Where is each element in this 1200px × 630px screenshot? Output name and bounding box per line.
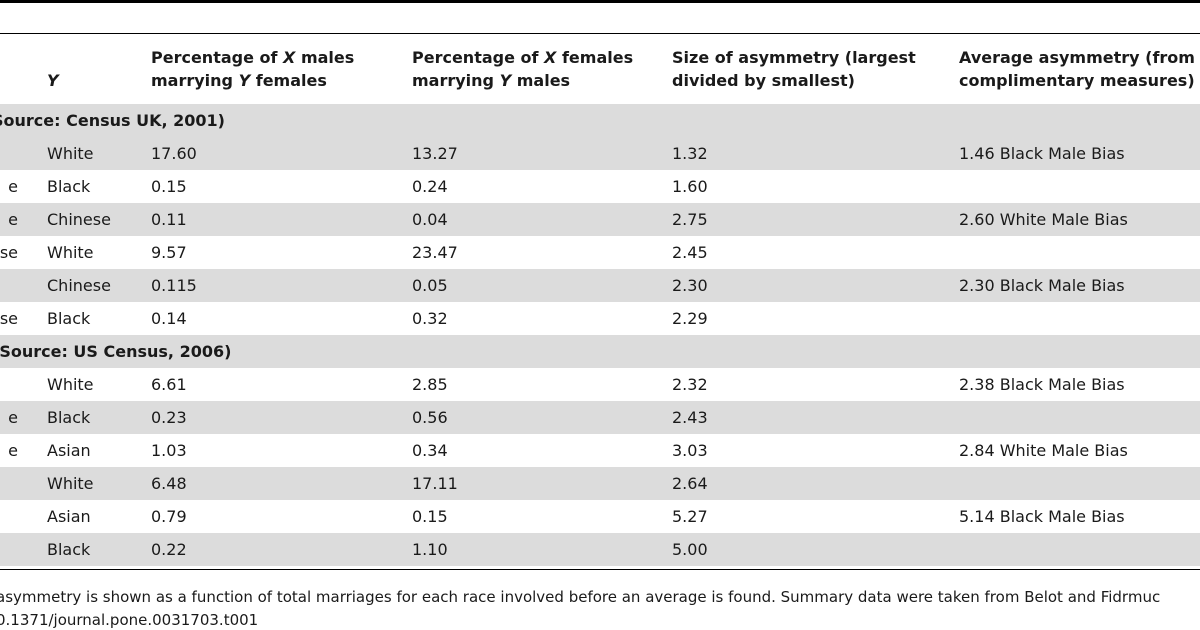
cell-average-asymmetry: 1.46 Black Male Bias xyxy=(959,144,1125,163)
cell-pct-males: 9.57 xyxy=(151,243,187,262)
header-y: Y xyxy=(47,71,59,90)
cell-average-asymmetry: 2.84 White Male Bias xyxy=(959,441,1128,460)
header-col4-line2: complimentary measures) xyxy=(959,71,1195,90)
cell-pct-males: 0.115 xyxy=(151,276,197,295)
cell-average-asymmetry: 2.60 White Male Bias xyxy=(959,210,1128,229)
cell-y: Black xyxy=(47,408,91,427)
cell-pct-females: 0.34 xyxy=(412,441,448,460)
table-header: Y Percentage of X males marrying Y femal… xyxy=(0,46,1200,101)
cell-y: Chinese xyxy=(47,210,111,229)
cell-asymmetry-size: 2.32 xyxy=(672,375,708,394)
cell-y: Black xyxy=(47,177,91,196)
table-row: Chinese 0.115 0.05 2.30 2.30 Black Male Bias xyxy=(0,269,1200,302)
cell-pct-males: 1.03 xyxy=(151,441,187,460)
cell-pct-females: 17.11 xyxy=(412,474,458,493)
cell-pct-males: 6.48 xyxy=(151,474,187,493)
header-col3-line1: Size of asymmetry (largest xyxy=(672,48,916,67)
cell-pct-females: 0.05 xyxy=(412,276,448,295)
cell-pct-females: 1.10 xyxy=(412,540,448,559)
cell-pct-females: 2.85 xyxy=(412,375,448,394)
footnote-text: asymmetry is shown as a function of tota… xyxy=(0,588,1161,606)
cell-asymmetry-size: 2.64 xyxy=(672,474,708,493)
cell-y: Asian xyxy=(47,507,91,526)
header-col2-line2: marrying Y males xyxy=(412,71,571,90)
cell-y: White xyxy=(47,144,94,163)
table-row: se Black 0.14 0.32 2.29 xyxy=(0,302,1200,335)
cell-asymmetry-size: 2.43 xyxy=(672,408,708,427)
cell-asymmetry-size: 5.27 xyxy=(672,507,708,526)
header-col2: Percentage of X females marrying Y males xyxy=(412,46,633,92)
cell-pct-males: 0.11 xyxy=(151,210,187,229)
cell-x: e xyxy=(8,177,18,196)
cell-asymmetry-size: 5.00 xyxy=(672,540,708,559)
cell-y: White xyxy=(47,474,94,493)
cell-pct-females: 0.56 xyxy=(412,408,448,427)
cell-pct-males: 0.14 xyxy=(151,309,187,328)
cell-pct-females: 0.32 xyxy=(412,309,448,328)
cell-pct-males: 6.61 xyxy=(151,375,187,394)
table-row: e Asian 1.03 0.34 3.03 2.84 White Male Bias xyxy=(0,434,1200,467)
table-row: se White 9.57 23.47 2.45 xyxy=(0,236,1200,269)
table-row: e Chinese 0.11 0.04 2.75 2.60 White Male Bias xyxy=(0,203,1200,236)
section-row: Source: Census UK, 2001) xyxy=(0,104,1200,137)
header-col3: Size of asymmetry (largest divided by sm… xyxy=(672,46,916,92)
cell-average-asymmetry: 5.14 Black Male Bias xyxy=(959,507,1125,526)
cell-asymmetry-size: 1.60 xyxy=(672,177,708,196)
table-row: Asian 0.79 0.15 5.27 5.14 Black Male Bias xyxy=(0,500,1200,533)
header-col1-line1: Percentage of X males xyxy=(151,48,355,67)
footnote-doi-link[interactable]: 0.1371/journal.pone.0031703.t001 xyxy=(0,611,259,629)
cell-average-asymmetry: 2.30 Black Male Bias xyxy=(959,276,1125,295)
table-row: e Black 0.23 0.56 2.43 xyxy=(0,401,1200,434)
section-title: (Source: US Census, 2006) xyxy=(0,342,232,361)
cell-y: White xyxy=(47,243,94,262)
cell-y: Asian xyxy=(47,441,91,460)
cell-x: e xyxy=(8,441,18,460)
cell-pct-males: 0.79 xyxy=(151,507,187,526)
cell-pct-females: 23.47 xyxy=(412,243,458,262)
cell-x: e xyxy=(8,210,18,229)
header-col3-line2: divided by smallest) xyxy=(672,71,855,90)
cell-pct-males: 0.22 xyxy=(151,540,187,559)
cell-pct-females: 0.15 xyxy=(412,507,448,526)
cell-asymmetry-size: 2.30 xyxy=(672,276,708,295)
cell-asymmetry-size: 2.75 xyxy=(672,210,708,229)
cell-pct-males: 17.60 xyxy=(151,144,197,163)
cell-asymmetry-size: 2.29 xyxy=(672,309,708,328)
section-row: (Source: US Census, 2006) xyxy=(0,335,1200,368)
cell-pct-females: 0.24 xyxy=(412,177,448,196)
cell-x: se xyxy=(0,243,18,262)
table-row: White 17.60 13.27 1.32 1.46 Black Male Bias xyxy=(0,137,1200,170)
cell-x: e xyxy=(8,408,18,427)
cell-y: White xyxy=(47,375,94,394)
table-row: White 6.61 2.85 2.32 2.38 Black Male Bias xyxy=(0,368,1200,401)
cell-y: Chinese xyxy=(47,276,111,295)
cell-y: Black xyxy=(47,309,91,328)
table-footnote: asymmetry is shown as a function of tota… xyxy=(0,586,1160,630)
table-row: White 6.48 17.11 2.64 xyxy=(0,467,1200,500)
cell-pct-females: 13.27 xyxy=(412,144,458,163)
cell-pct-males: 0.15 xyxy=(151,177,187,196)
cell-asymmetry-size: 3.03 xyxy=(672,441,708,460)
cell-y: Black xyxy=(47,540,91,559)
cell-pct-males: 0.23 xyxy=(151,408,187,427)
cell-asymmetry-size: 1.32 xyxy=(672,144,708,163)
cell-asymmetry-size: 2.45 xyxy=(672,243,708,262)
header-col4-line1: Average asymmetry (from xyxy=(959,48,1195,67)
table-row: e Black 0.15 0.24 1.60 xyxy=(0,170,1200,203)
cell-x: se xyxy=(0,309,18,328)
cell-average-asymmetry: 2.38 Black Male Bias xyxy=(959,375,1125,394)
header-col2-line1: Percentage of X females xyxy=(412,48,634,67)
top-rule xyxy=(0,0,1200,3)
header-col1-line2: marrying Y females xyxy=(151,71,327,90)
header-col4: Average asymmetry (from complimentary me… xyxy=(959,46,1195,92)
header-col1: Percentage of X males marrying Y females xyxy=(151,46,354,92)
section-title: Source: Census UK, 2001) xyxy=(0,111,225,130)
table-row: Black 0.22 1.10 5.00 xyxy=(0,533,1200,566)
cell-pct-females: 0.04 xyxy=(412,210,448,229)
bottom-rule xyxy=(0,569,1200,570)
table-body: Source: Census UK, 2001) White 17.60 13.27 1… xyxy=(0,104,1200,566)
header-rule xyxy=(0,33,1200,34)
